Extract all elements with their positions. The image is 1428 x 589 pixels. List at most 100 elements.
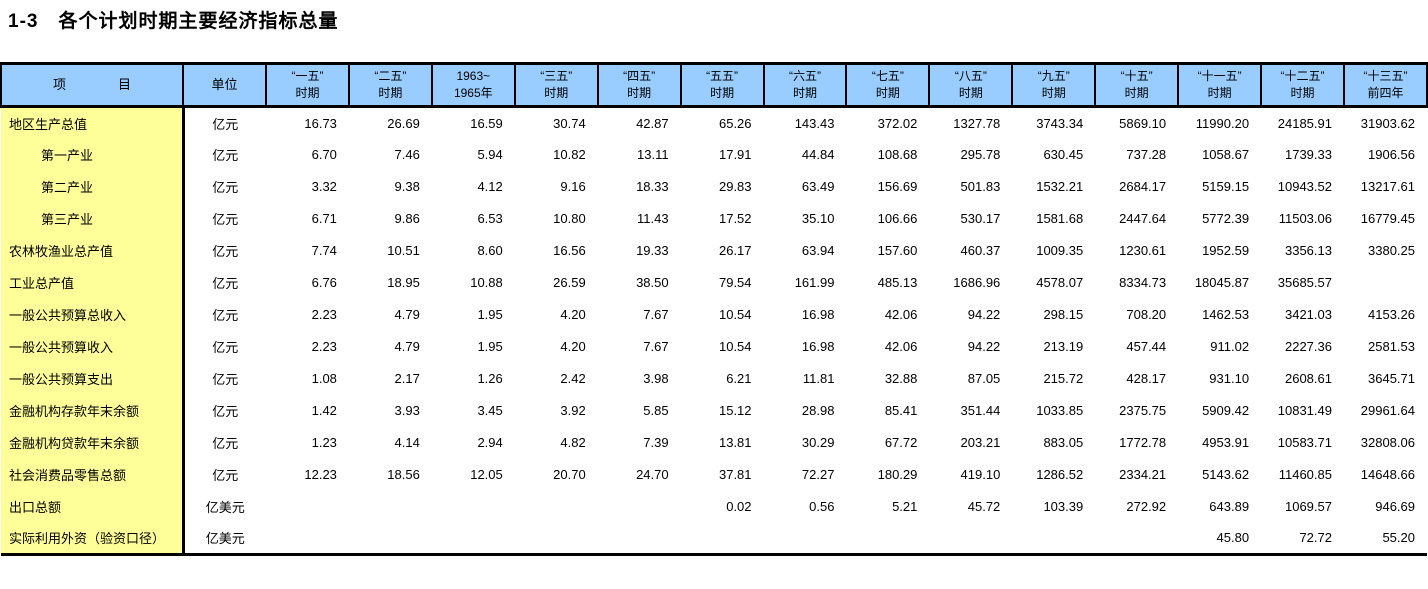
value-cell [1344,267,1427,299]
value-cell: 1009.35 [1036,243,1084,258]
table-row: 第二产业 亿元 3.32 9.38 4.12 9.16 18.33 29.83 63.49 156… [1,170,1427,203]
value-cell: 1.42 [311,403,337,418]
value-cell: 2.94 [477,435,503,450]
value-cell: 42.06 [884,307,918,322]
value-cell: 1952.59 [1202,243,1250,258]
table-row: 第一产业 亿元 6.70 7.46 5.94 10.82 13.11 17.91 44.84 10… [1,138,1427,171]
value-cell: 1286.52 [1036,467,1084,482]
value-cell: 6.71 [311,211,337,226]
value-cell: 55.20 [1382,530,1415,546]
col-header-period-3: 1963~ 1965年 [430,62,516,108]
value-cell: 10583.71 [1277,435,1332,450]
value-cell: 4953.91 [1202,435,1250,450]
value-cell [846,523,929,555]
unit-cell: 亿元 [212,276,239,291]
row-label: 第二产业 [1,170,185,203]
value-cell: 1.95 [477,307,503,322]
value-cell: 37.81 [718,467,752,482]
value-cell [764,523,847,555]
col-header-period-13: “十二五” 时期 [1260,62,1345,108]
value-cell: 0.02 [726,499,752,514]
value-cell: 30.29 [801,435,835,450]
value-cell: 13217.61 [1360,179,1415,194]
col-header-period-6: “五五” 时期 [679,62,765,108]
value-cell: 26.69 [387,115,420,131]
row-label: 一般公共预算总收入 [1,298,185,331]
value-cell: 18.95 [387,275,420,290]
value-cell: 911.02 [1210,339,1250,354]
unit-cell: 亿元 [212,308,239,323]
unit-cell: 亿元 [212,436,239,451]
value-cell: 931.10 [1209,371,1250,386]
value-cell: 4.12 [477,179,503,194]
value-cell: 1230.61 [1119,243,1167,258]
value-cell [515,523,598,555]
value-cell: 1772.78 [1119,435,1167,450]
value-cell: 2684.17 [1119,179,1167,194]
table-row: 第三产业 亿元 6.71 9.86 6.53 10.80 11.43 17.52 35.10 10… [1,202,1427,235]
value-cell: 4.20 [560,339,586,354]
value-cell: 946.69 [1375,499,1415,514]
value-cell: 1532.21 [1036,179,1084,194]
value-cell: 10.51 [387,243,420,258]
value-cell: 72.72 [1299,530,1332,546]
value-cell: 13.81 [718,435,752,450]
table-row: 一般公共预算支出 亿元 1.08 2.17 1.26 2.42 3.98 6.21 11.81 3… [1,362,1427,395]
value-cell: 18.33 [636,179,669,194]
value-cell: 4.14 [394,435,420,450]
table-body: 地区生产总值 亿元 16.73 26.69 16.59 30.74 42.87 65.26 14… [1,106,1427,555]
value-cell: 9.86 [394,211,420,226]
value-cell: 26.59 [553,275,586,290]
value-cell: 213.19 [1043,339,1084,354]
table-row: 出口总额 亿美元 0.02 0.56 5.21 45.72 103.39 272.92 643.… [1,490,1427,523]
value-cell: 3356.13 [1284,243,1332,258]
value-cell: 3645.71 [1368,371,1415,386]
page-title: 1-3 各个计划时期主要经济指标总量 [8,11,339,32]
col-header-period-1: “一五” 时期 [265,62,350,108]
value-cell: 2.17 [394,371,420,386]
value-cell: 85.41 [884,403,918,418]
row-label: 农林牧渔业总产值 [1,234,185,267]
value-cell: 5.21 [892,499,918,514]
value-cell: 24185.91 [1277,115,1332,131]
value-cell: 10.82 [553,147,586,162]
value-cell: 14648.66 [1360,467,1415,482]
value-cell: 1581.68 [1036,211,1084,226]
row-label: 社会消费品零售总额 [1,458,185,491]
value-cell: 4.79 [394,307,420,322]
value-cell: 108.68 [877,147,918,162]
value-cell: 272.92 [1126,499,1167,514]
value-cell: 12.23 [304,467,337,482]
value-cell: 5.94 [477,147,503,162]
unit-cell: 亿元 [212,468,239,483]
value-cell: 5159.15 [1202,179,1250,194]
value-cell: 10943.52 [1277,179,1332,194]
col-header-period-9: “八五” 时期 [928,62,1014,108]
value-cell: 29.83 [718,179,752,194]
value-cell: 295.78 [960,147,1001,162]
value-cell: 44.84 [801,147,835,162]
value-cell [681,523,764,555]
value-cell: 4.79 [394,339,420,354]
value-cell: 94.22 [967,339,1001,354]
value-cell: 643.89 [1209,499,1250,514]
value-cell: 298.15 [1043,307,1084,322]
col-header-unit: 单位 [182,62,267,108]
value-cell: 2.23 [311,307,337,322]
value-cell: 6.76 [311,275,337,290]
value-cell: 16.98 [801,339,835,354]
value-cell: 7.67 [643,339,669,354]
unit-cell: 亿美元 [205,500,245,515]
value-cell: 16.73 [304,115,337,131]
value-cell: 1069.57 [1284,499,1332,514]
value-cell: 24.70 [636,467,669,482]
row-label: 出口总额 [1,490,185,523]
value-cell: 11990.20 [1195,115,1250,131]
value-cell: 6.70 [311,147,337,162]
value-cell: 28.98 [801,403,835,418]
table-row: 金融机构存款年末余额 亿元 1.42 3.93 3.45 3.92 5.85 15.12 28.… [1,394,1427,427]
value-cell: 7.46 [394,147,420,162]
value-cell: 12.05 [470,467,503,482]
value-cell: 180.29 [877,467,918,482]
value-cell: 2227.36 [1284,339,1332,354]
